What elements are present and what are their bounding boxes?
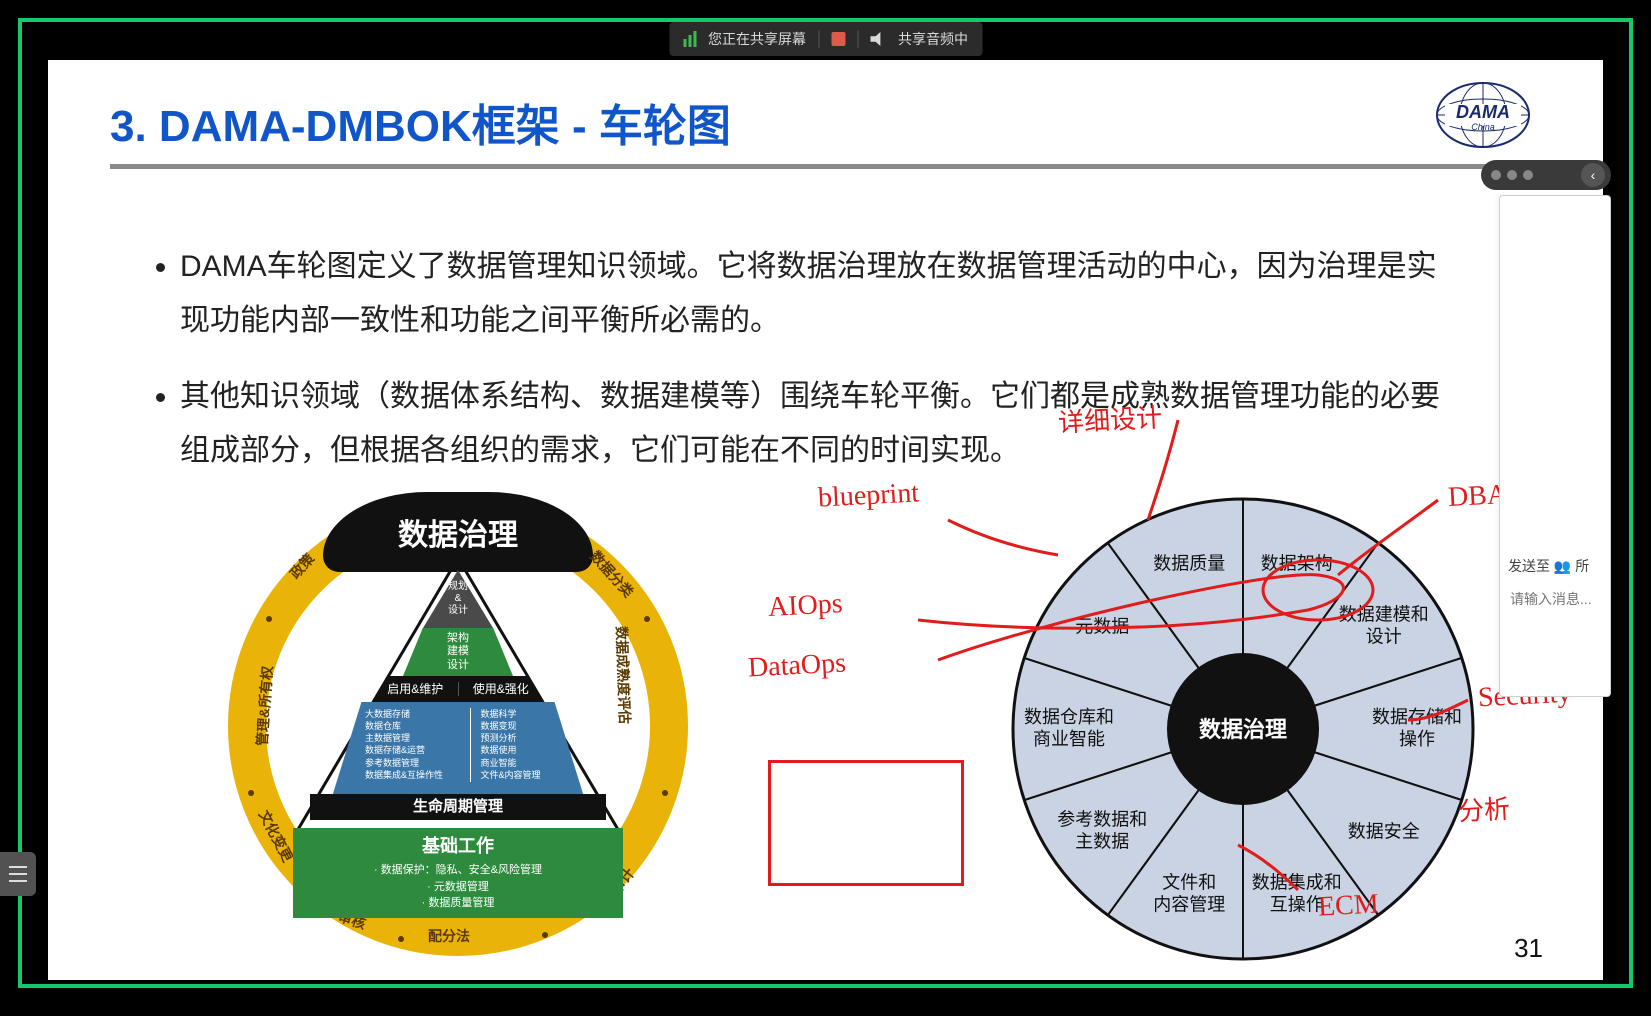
wheel-diagram: 数据架构数据建模和设计数据存储和操作数据安全数据集成和互操作 文件和内容管理 参考数… — [1008, 494, 1478, 964]
annotation-aiops: AIOps — [767, 588, 843, 624]
svg-text:数据架构: 数据架构 — [1261, 554, 1333, 574]
bullet-1: DAMA车轮图定义了数据管理知识领域。它将数据治理放在数据管理活动的中心，因为治… — [180, 240, 1443, 348]
svg-text:设计: 设计 — [1366, 627, 1402, 647]
app-stage: 您正在共享屏幕 共享音频中 3. DAMA-DMBOK框架 - 车轮图 DAMA… — [0, 0, 1651, 1016]
signal-icon — [683, 31, 696, 47]
governance-ring-diagram: 数据治理 政策 数据分类 数据成熟度评估 数据审计 配分法 审核 文化变更 管理… — [228, 496, 688, 956]
svg-text:文件和: 文件和 — [1162, 872, 1216, 892]
svg-text:数据集成和: 数据集成和 — [1252, 872, 1342, 892]
annotation-dataops: DataOps — [747, 647, 847, 684]
pyramid-foundation: 基础工作 · 数据保护：隐私、安全&风险管理 · 元数据管理 · 数据质量管理 — [293, 828, 623, 918]
pyramid-lifecycle: 生命周期管理 — [310, 794, 606, 820]
svg-text:数据安全: 数据安全 — [1348, 821, 1420, 841]
svg-text:数据质量: 数据质量 — [1153, 554, 1225, 574]
svg-text:China: China — [1471, 122, 1495, 132]
slide-title: 3. DAMA-DMBOK框架 - 车轮图 — [110, 90, 731, 154]
separator — [818, 30, 819, 48]
page-number: 31 — [1514, 933, 1543, 964]
svg-text:商业智能: 商业智能 — [1033, 729, 1105, 749]
slide-bullets: DAMA车轮图定义了数据管理知识领域。它将数据治理放在数据管理活动的中心，因为治… — [120, 240, 1443, 500]
pyramid: 规划 & 设计 架构 建模 设计 启用&维护 使用&强化 大数据存储数据仓库主数… — [293, 558, 623, 918]
svg-text:DAMA: DAMA — [1456, 102, 1510, 122]
panel-toggle[interactable]: ‹ — [1481, 160, 1611, 190]
svg-text:元数据: 元数据 — [1075, 617, 1129, 637]
bullet-2: 其他知识领域（数据体系结构、数据建模等）围绕车轮平衡。它们都是成熟数据管理功能的… — [180, 370, 1443, 478]
svg-text:内容管理: 内容管理 — [1153, 894, 1225, 914]
share-audio-text: 共享音频中 — [898, 29, 968, 49]
pyramid-l4: 大数据存储数据仓库主数据管理 数据存储&运营参考数据管理数据集成&互操作性 数据… — [331, 702, 585, 800]
svg-text:数据存储和: 数据存储和 — [1372, 707, 1462, 727]
dama-logo: DAMA China — [1433, 80, 1533, 150]
svg-text:互操作: 互操作 — [1270, 894, 1324, 914]
stop-share-icon[interactable] — [831, 32, 845, 46]
chat-send-to-label: 发送至 👥 所 — [1508, 556, 1589, 576]
chat-panel: 发送至 👥 所 — [1499, 195, 1611, 697]
separator — [857, 30, 858, 48]
svg-text:参考数据和: 参考数据和 — [1057, 809, 1147, 829]
title-rule — [110, 164, 1540, 169]
svg-text:主数据: 主数据 — [1075, 831, 1129, 851]
svg-text:数据仓库和: 数据仓库和 — [1024, 707, 1114, 727]
chat-input[interactable] — [1508, 586, 1602, 612]
chevron-left-icon[interactable]: ‹ — [1581, 163, 1605, 187]
presentation-slide: 3. DAMA-DMBOK框架 - 车轮图 DAMA China DAMA车轮图… — [48, 60, 1603, 980]
pyramid-l3: 启用&维护 使用&强化 — [373, 676, 543, 702]
share-status-bar[interactable]: 您正在共享屏幕 共享音频中 — [669, 22, 982, 56]
svg-text:数据建模和: 数据建模和 — [1339, 605, 1429, 625]
ring-label: 配分法 — [428, 926, 470, 946]
svg-text:操作: 操作 — [1399, 729, 1435, 749]
svg-text:数据治理: 数据治理 — [1199, 717, 1287, 742]
annotation-box — [768, 760, 964, 886]
speaker-icon — [870, 32, 886, 46]
share-status-text: 您正在共享屏幕 — [708, 29, 806, 49]
sidebar-toggle[interactable] — [0, 852, 36, 896]
